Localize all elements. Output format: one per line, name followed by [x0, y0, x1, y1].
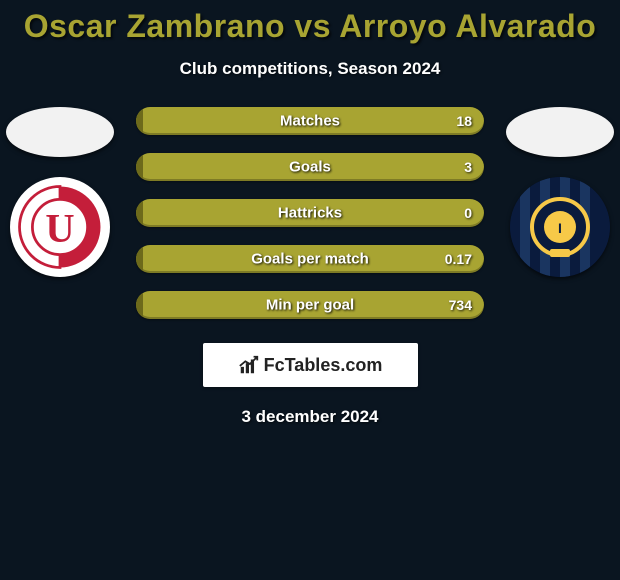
stat-bar-fill-left [136, 199, 143, 227]
subtitle: Club competitions, Season 2024 [0, 59, 620, 79]
stat-bar: Matches 18 [136, 107, 484, 135]
stat-bar-value-right: 3 [464, 159, 472, 175]
stat-bars: Matches 18 Goals 3 Hattricks 0 Goals per match… [136, 107, 484, 319]
player-left-avatar [6, 107, 114, 157]
idv-logo-svg: I [510, 177, 610, 277]
stat-bar-value-right: 734 [449, 297, 472, 313]
stat-bar-value-right: 0 [464, 205, 472, 221]
chart-icon [238, 354, 260, 376]
stat-bar: Min per goal 734 [136, 291, 484, 319]
stat-bar-label: Hattricks [278, 205, 342, 222]
stat-bar-label: Goals per match [251, 251, 369, 268]
stat-bar: Goals per match 0.17 [136, 245, 484, 273]
stat-bar: Hattricks 0 [136, 199, 484, 227]
player-right-column: I [506, 107, 614, 277]
stat-bar-fill-left [136, 153, 143, 181]
stat-bar-value-right: 18 [456, 113, 472, 129]
stat-bar-fill-left [136, 245, 143, 273]
stat-bar-label: Min per goal [266, 297, 354, 314]
ldu-logo-svg: U [14, 181, 106, 273]
stat-bar-fill-left [136, 107, 143, 135]
brand-box: FcTables.com [203, 343, 418, 387]
stat-bar-label: Goals [289, 159, 331, 176]
svg-text:U: U [45, 206, 74, 251]
club-right-logo: I [510, 177, 610, 277]
player-right-avatar [506, 107, 614, 157]
stat-bar-value-right: 0.17 [445, 251, 472, 267]
comparison-panel: U I Matches18Goals3Hattricks0Go [0, 107, 620, 319]
page-title: Oscar Zambrano vs Arroyo Alvarado [0, 0, 620, 45]
stat-bar: Goals 3 [136, 153, 484, 181]
date-text: 3 december 2024 [0, 407, 620, 427]
stat-bar-label: Matches [280, 113, 340, 130]
stat-bar-fill-left [136, 291, 143, 319]
club-left-logo: U [10, 177, 110, 277]
svg-text:I: I [558, 220, 562, 236]
brand-text: FcTables.com [264, 355, 383, 376]
player-left-column: U [6, 107, 114, 277]
